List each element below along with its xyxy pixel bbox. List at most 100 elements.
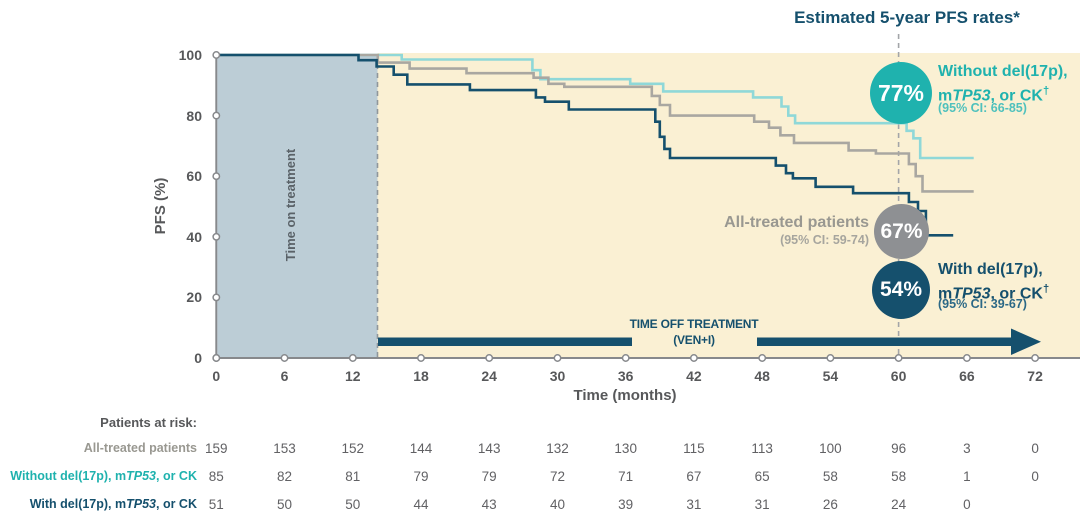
at-risk-value: 143 bbox=[477, 441, 501, 456]
tick-marker bbox=[894, 354, 903, 362]
x-tick-label: 42 bbox=[686, 368, 702, 384]
at-risk-value: 44 bbox=[413, 497, 429, 512]
at-risk-value: 51 bbox=[208, 497, 224, 512]
y-axis-tick-markers bbox=[212, 51, 221, 362]
x-tick-label: 72 bbox=[1027, 368, 1043, 384]
legend-with-post: , or CK bbox=[990, 285, 1043, 303]
y-tick-label: 100 bbox=[178, 47, 202, 63]
legend-without-ci: (95% CI: 66-85) bbox=[938, 101, 1027, 115]
legend-with-ci: (95% CI: 39-67) bbox=[938, 297, 1027, 311]
legend-without-pre: m bbox=[938, 87, 953, 105]
x-axis-title: Time (months) bbox=[573, 387, 677, 404]
badge-77-percent: 77% bbox=[870, 62, 932, 124]
tick-marker bbox=[417, 354, 425, 362]
tick-marker bbox=[553, 354, 562, 362]
at-risk-value: 31 bbox=[686, 497, 702, 512]
x-tick-label: 36 bbox=[617, 368, 634, 384]
tick-marker bbox=[689, 354, 698, 362]
legend-all-treated-ci: (95% CI: 59-74) bbox=[780, 233, 869, 247]
at-risk-value: 79 bbox=[481, 469, 497, 484]
time-on-treatment-panel bbox=[217, 56, 378, 358]
badge-54-percent: 54% bbox=[872, 261, 930, 319]
at-risk-value: 65 bbox=[754, 469, 770, 484]
y-tick-label: 40 bbox=[186, 228, 202, 245]
at-risk-value: 0 bbox=[963, 497, 971, 512]
at-risk-value: 24 bbox=[891, 497, 907, 512]
tick-marker bbox=[212, 111, 221, 120]
y-tick-label: 20 bbox=[186, 289, 202, 306]
curve-all-treated-patients bbox=[216, 53, 974, 193]
at-risk-value: 113 bbox=[751, 441, 773, 456]
at-risk-value: 40 bbox=[549, 497, 566, 512]
dagger-mark: † bbox=[1042, 85, 1050, 97]
at-risk-value: 85 bbox=[208, 469, 224, 484]
at-risk-value: 26 bbox=[822, 497, 838, 512]
at-risk-value: 152 bbox=[341, 441, 365, 456]
at-risk-value: 82 bbox=[276, 469, 293, 484]
at-risk-row-label: Without del(17p), mTP53, or CK bbox=[10, 469, 197, 483]
tick-marker bbox=[212, 354, 221, 362]
legend-with-pre: m bbox=[938, 285, 953, 303]
legend-with-line2: mTP53, or CK† bbox=[938, 280, 1049, 303]
time-off-treatment-label-line1: TIME OFF TREATMENT bbox=[629, 317, 759, 331]
dagger-mark: † bbox=[1042, 283, 1050, 295]
y-tick-label: 80 bbox=[186, 107, 202, 124]
time-off-treatment-arrow bbox=[378, 328, 1041, 355]
time-off-treatment-label-line2: (VEN+I) bbox=[673, 333, 715, 347]
tick-marker bbox=[826, 354, 835, 362]
at-risk-value: 159 bbox=[205, 441, 228, 456]
at-risk-value: 0 bbox=[1031, 469, 1039, 484]
x-tick-label: 54 bbox=[822, 368, 839, 384]
tick-marker bbox=[1031, 354, 1040, 362]
tick-marker bbox=[348, 354, 357, 362]
at-risk-value: 3 bbox=[963, 441, 971, 456]
x-tick-label: 12 bbox=[345, 368, 361, 384]
at-risk-value: 81 bbox=[345, 469, 361, 484]
legend-without-line1: Without del(17p), bbox=[938, 63, 1068, 80]
at-risk-value: 153 bbox=[273, 441, 296, 456]
time-off-treatment-panel bbox=[377, 53, 1080, 358]
at-risk-value: 79 bbox=[413, 469, 429, 484]
chart-title: Estimated 5-year PFS rates* bbox=[794, 8, 1020, 27]
curve-without-del-17p-mtp53-or-ck bbox=[216, 53, 974, 160]
x-tick-label: 30 bbox=[549, 368, 566, 384]
at-risk-value: 39 bbox=[618, 497, 634, 512]
tick-marker bbox=[621, 354, 630, 362]
tick-marker bbox=[280, 354, 289, 362]
y-tick-label: 0 bbox=[194, 350, 202, 366]
time-on-treatment-label: Time on treatment bbox=[283, 148, 298, 262]
at-risk-value: 31 bbox=[754, 497, 770, 512]
x-tick-label: 18 bbox=[413, 368, 429, 384]
at-risk-value: 0 bbox=[1031, 441, 1039, 456]
at-risk-value: 43 bbox=[481, 497, 497, 512]
patients-at-risk-header: Patients at risk: bbox=[100, 415, 197, 430]
at-risk-value: 1 bbox=[963, 469, 971, 484]
tick-marker bbox=[212, 232, 221, 241]
x-tick-label: 48 bbox=[754, 368, 770, 384]
at-risk-value: 58 bbox=[822, 469, 838, 484]
at-risk-value: 67 bbox=[686, 469, 702, 484]
at-risk-value: 96 bbox=[891, 441, 907, 456]
x-tick-label: 66 bbox=[959, 368, 975, 384]
at-risk-row-label: All-treated patients bbox=[83, 441, 197, 455]
y-tick-label: 60 bbox=[186, 168, 202, 185]
legend-without-line2: mTP53, or CK† bbox=[938, 82, 1049, 105]
legend-without-post: , or CK bbox=[990, 87, 1043, 105]
badge-67-percent: 67% bbox=[874, 204, 929, 259]
at-risk-value: 130 bbox=[614, 441, 637, 456]
tick-marker bbox=[212, 172, 221, 181]
legend-with-line1: With del(17p), bbox=[938, 261, 1043, 278]
y-axis-title: PFS (%) bbox=[152, 177, 169, 235]
legend-all-treated: All-treated patients bbox=[724, 214, 869, 231]
at-risk-value: 132 bbox=[546, 441, 569, 456]
x-tick-label: 60 bbox=[890, 368, 907, 384]
at-risk-value: 50 bbox=[276, 497, 293, 512]
at-risk-value: 115 bbox=[683, 441, 705, 456]
at-risk-value: 71 bbox=[618, 469, 634, 484]
at-risk-value: 50 bbox=[345, 497, 361, 512]
tick-marker bbox=[962, 354, 971, 362]
legend-without-gene: TP53 bbox=[952, 87, 991, 105]
at-risk-row-label: With del(17p), mTP53, or CK bbox=[29, 497, 197, 511]
tick-marker bbox=[758, 354, 767, 362]
